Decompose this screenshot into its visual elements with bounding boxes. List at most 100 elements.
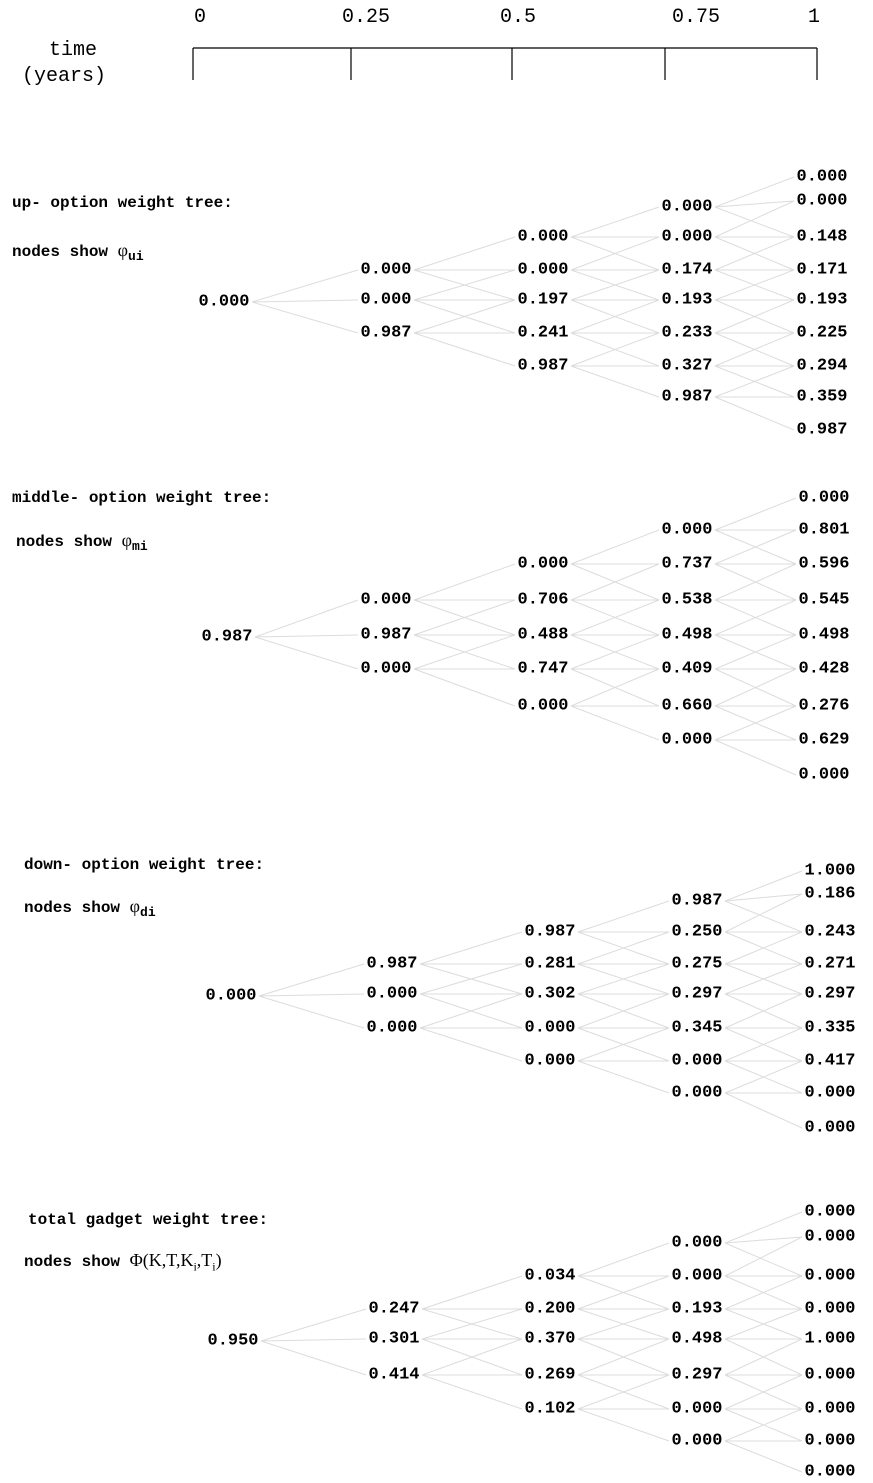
tree-node-value: 0.243 xyxy=(804,922,856,942)
tree-node-value: 0.000 xyxy=(661,520,713,540)
tree-node-value: 0.297 xyxy=(671,1365,723,1385)
time-axis-title-line2: (years) xyxy=(22,65,107,88)
tree-edge xyxy=(258,995,365,1029)
tree-node-value: 0.193 xyxy=(661,290,713,310)
tree-edge xyxy=(570,668,660,707)
tree-edge xyxy=(260,1308,367,1342)
phi-symbol: φ xyxy=(117,240,129,260)
tree-node-value: 1.000 xyxy=(804,861,856,881)
tree-node-value: 0.000 xyxy=(804,1118,856,1138)
tree-edge xyxy=(714,705,797,741)
tree-node-value: 0.747 xyxy=(517,659,569,679)
tree-edge xyxy=(724,1338,803,1376)
tree-edge xyxy=(724,1308,803,1340)
subtitle-prefix: nodes show xyxy=(16,533,122,551)
tree-edge xyxy=(570,365,660,398)
tree-edge xyxy=(254,634,359,638)
tree-node-value: 0.950 xyxy=(207,1331,259,1351)
tree-node-value: 0.000 xyxy=(517,696,569,716)
tree-edge xyxy=(714,206,795,238)
tree-node-value: 0.000 xyxy=(671,1233,723,1253)
tree-node-value: 1.000 xyxy=(804,1329,856,1349)
tree-edge xyxy=(419,993,523,1029)
tree-edge xyxy=(570,668,660,707)
formula-close: ) xyxy=(215,1250,222,1270)
tree-edge xyxy=(570,236,660,271)
tree-node-value: 0.297 xyxy=(671,984,723,1004)
tree-edge xyxy=(577,1242,670,1277)
tree-edge xyxy=(577,931,670,965)
tree-subtitle: nodes show φdi xyxy=(24,896,156,920)
tree-node-value: 0.987 xyxy=(366,954,418,974)
subtitle-prefix: nodes show xyxy=(24,1253,130,1271)
tree-node-value: 0.000 xyxy=(360,260,412,280)
tree-edge xyxy=(724,1338,803,1376)
formula-open: (K,T,K xyxy=(142,1250,194,1270)
capital-phi-symbol: Φ xyxy=(129,1250,143,1270)
tree-node-value: 0.000 xyxy=(360,290,412,310)
tree-edge xyxy=(714,529,797,565)
formula-mid: ,T xyxy=(196,1250,213,1270)
tree-edge xyxy=(714,705,797,741)
phi-subscript: mi xyxy=(132,539,148,555)
tree-edge xyxy=(724,900,803,933)
tree-edge xyxy=(577,963,670,995)
tree-edge xyxy=(577,1060,670,1094)
tree-node-value: 0.102 xyxy=(524,1399,576,1419)
tree-node-value: 0.000 xyxy=(524,1018,576,1038)
tree-edge xyxy=(577,1308,670,1340)
tree-node-value: 0.000 xyxy=(804,1399,856,1419)
tree-node-value: 0.000 xyxy=(796,191,848,211)
tree-edge xyxy=(577,1275,670,1310)
tree-edge xyxy=(724,1236,803,1244)
tree-edge xyxy=(413,269,516,301)
phi-subscript: di xyxy=(140,905,156,921)
tree-node-value: 0.000 xyxy=(366,1018,418,1038)
tree-node-value: 0.335 xyxy=(804,1018,856,1038)
tree-edge xyxy=(570,269,660,301)
tree-title: middle- option weight tree: xyxy=(12,489,272,507)
tree-node-value: 0.275 xyxy=(671,954,723,974)
tree-edge xyxy=(714,634,797,670)
tree-node-value: 0.250 xyxy=(671,922,723,942)
tree-edge xyxy=(724,870,803,902)
tree-edge xyxy=(714,563,797,601)
tree-node-value: 0.545 xyxy=(798,590,850,610)
tree-edge xyxy=(421,1338,523,1376)
time-tick-label: 1 xyxy=(807,6,821,29)
tree-edge xyxy=(724,931,803,965)
time-tick-label: 0 xyxy=(193,6,207,29)
tree-edge xyxy=(413,236,516,271)
tree-node-value: 0.302 xyxy=(524,984,576,1004)
tree-node-value: 0.000 xyxy=(517,260,569,280)
tree-node-value: 0.000 xyxy=(517,554,569,574)
tree-subtitle: nodes show Φ(K,T,Ki,Ti) xyxy=(24,1250,222,1275)
tree-edge xyxy=(570,563,660,601)
tree-edge xyxy=(413,269,516,301)
tree-edge xyxy=(724,1374,803,1410)
tree-node-value: 0.987 xyxy=(661,387,713,407)
tree-edge xyxy=(714,200,795,208)
tree-edge xyxy=(724,1027,803,1062)
tree-edge xyxy=(714,200,795,238)
tree-edge xyxy=(577,963,670,995)
tree-node-value: 0.660 xyxy=(661,696,713,716)
tree-edge xyxy=(413,599,516,636)
tree-edge xyxy=(724,1308,803,1340)
tree-node-value: 0.359 xyxy=(796,387,848,407)
tree-node-value: 0.000 xyxy=(804,1365,856,1385)
tree-edge xyxy=(724,993,803,1029)
tree-node-value: 0.171 xyxy=(796,260,848,280)
tree-edge xyxy=(714,563,797,601)
tree-node-value: 0.498 xyxy=(661,625,713,645)
tree-node-value: 0.000 xyxy=(796,167,848,187)
tree-edge xyxy=(251,269,359,303)
tree-node-value: 0.000 xyxy=(671,1266,723,1286)
tree-node-value: 0.197 xyxy=(517,290,569,310)
tree-edge xyxy=(714,332,795,367)
tree-title: up- option weight tree: xyxy=(12,194,233,212)
tree-edge xyxy=(258,993,365,997)
tree-edge xyxy=(570,563,660,601)
tree-node-value: 0.225 xyxy=(796,323,848,343)
tree-node-value: 0.000 xyxy=(661,730,713,750)
